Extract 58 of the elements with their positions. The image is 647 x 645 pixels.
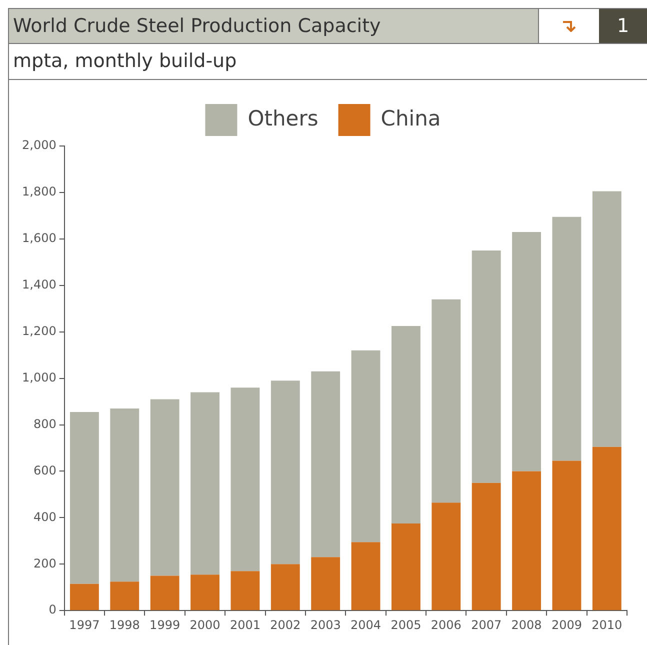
y-tick-label: 600 bbox=[33, 463, 56, 478]
x-tick-label: 2008 bbox=[511, 618, 542, 632]
bar bbox=[391, 523, 420, 610]
y-tick-label: 0 bbox=[48, 602, 56, 617]
x-tick-label: 1998 bbox=[109, 618, 140, 632]
bar bbox=[70, 584, 99, 610]
bar bbox=[512, 232, 541, 472]
y-tick-label: 1,200 bbox=[22, 324, 56, 338]
bar bbox=[70, 412, 99, 584]
bar bbox=[311, 371, 340, 558]
bar bbox=[391, 326, 420, 524]
bar bbox=[432, 502, 461, 610]
bar bbox=[351, 350, 380, 542]
bar bbox=[190, 392, 220, 575]
bar bbox=[552, 216, 582, 461]
x-tick-label: 2007 bbox=[471, 618, 502, 632]
bar bbox=[351, 542, 380, 610]
y-tick-label: 1,800 bbox=[22, 184, 56, 199]
bar bbox=[230, 388, 260, 572]
text: 1 bbox=[599, 9, 647, 43]
bar bbox=[190, 574, 220, 610]
y-tick-label: 2,000 bbox=[22, 138, 56, 152]
y-tick-label: 200 bbox=[33, 556, 56, 570]
bar bbox=[270, 380, 300, 564]
bar bbox=[472, 250, 501, 483]
x-tick-label: 2006 bbox=[430, 618, 462, 632]
bar bbox=[110, 582, 140, 610]
bar bbox=[432, 299, 461, 503]
bar bbox=[592, 191, 622, 447]
x-tick-label: 2001 bbox=[230, 618, 260, 632]
legend-label: China bbox=[380, 106, 441, 130]
bar bbox=[110, 408, 140, 582]
y-tick-label: 1,400 bbox=[22, 278, 56, 292]
bar bbox=[472, 482, 501, 610]
bar bbox=[552, 460, 582, 610]
x-tick-label: 1999 bbox=[150, 618, 180, 632]
x-tick-label: 1997 bbox=[69, 618, 100, 632]
x-tick-label: 2009 bbox=[551, 618, 582, 632]
x-tick-label: 2002 bbox=[270, 618, 301, 632]
bar bbox=[270, 564, 300, 610]
x-tick-label: 2005 bbox=[390, 618, 422, 632]
bar bbox=[230, 571, 260, 610]
x-tick-label: 2010 bbox=[592, 618, 622, 632]
y-tick-label: 1,000 bbox=[22, 370, 56, 384]
bar bbox=[150, 576, 180, 610]
legend-label: Others bbox=[248, 106, 318, 130]
y-tick-label: 1,600 bbox=[22, 231, 56, 246]
x-tick-label: 2000 bbox=[190, 618, 220, 632]
chart-subtitle: mpta, monthly build-up bbox=[9, 44, 647, 80]
bar bbox=[311, 557, 340, 610]
bar bbox=[592, 446, 622, 610]
y-tick-label: 400 bbox=[33, 510, 56, 524]
bar bbox=[150, 399, 180, 576]
x-tick-label: 2003 bbox=[310, 618, 341, 632]
bar bbox=[512, 471, 541, 610]
x-tick-label: 2004 bbox=[350, 618, 382, 632]
y-tick-label: 800 bbox=[33, 416, 56, 431]
chart-title: World Crude Steel Production Capacity bbox=[9, 9, 538, 43]
